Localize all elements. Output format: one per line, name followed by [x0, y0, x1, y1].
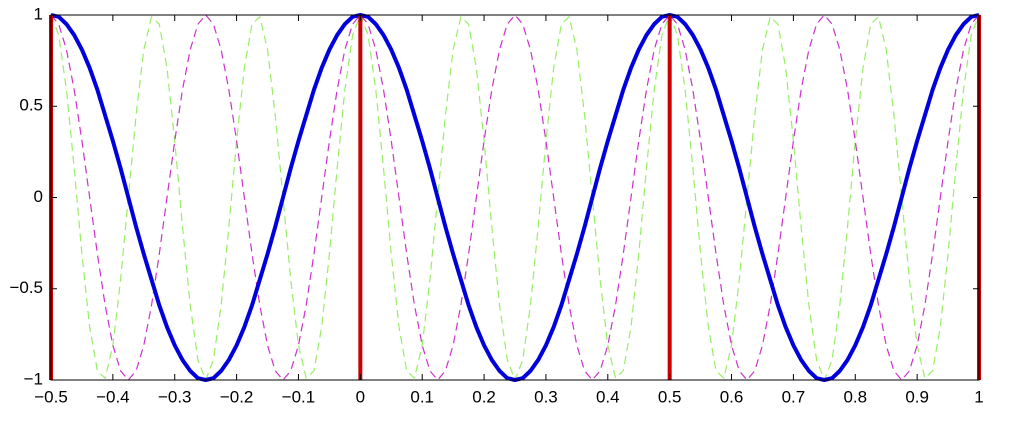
x-tick-label: 0.6 — [720, 387, 744, 406]
x-tick-label: −0.4 — [96, 387, 130, 406]
x-tick-label: −0.5 — [34, 387, 68, 406]
line — [50, 13, 980, 382]
line — [50, 14, 980, 381]
x-tick-label: 0.4 — [596, 387, 620, 406]
y-tick-label: −0.5 — [9, 278, 43, 297]
x-tick-label: 1 — [974, 387, 983, 406]
x-tick-label: 0.3 — [534, 387, 558, 406]
plot-frame — [50, 14, 980, 381]
x-tick-label: 0.8 — [843, 387, 867, 406]
x-tick-label: 0.5 — [658, 387, 682, 406]
x-tick-label: 0.2 — [472, 387, 496, 406]
x-tick-label: −0.1 — [282, 387, 316, 406]
x-tick-label: −0.3 — [158, 387, 192, 406]
x-tick-label: −0.2 — [220, 387, 254, 406]
y-tick-label: 1 — [34, 4, 43, 23]
line — [50, 14, 980, 381]
y-tick-label: 0 — [34, 187, 43, 206]
x-tick-label: 0.9 — [905, 387, 929, 406]
x-tick-label: 0.7 — [782, 387, 806, 406]
y-tick-label: 0.5 — [19, 96, 43, 115]
y-tick-label: −1 — [24, 369, 43, 388]
x-tick-label: 0.1 — [410, 387, 434, 406]
x-tick-label: 0 — [356, 387, 365, 406]
